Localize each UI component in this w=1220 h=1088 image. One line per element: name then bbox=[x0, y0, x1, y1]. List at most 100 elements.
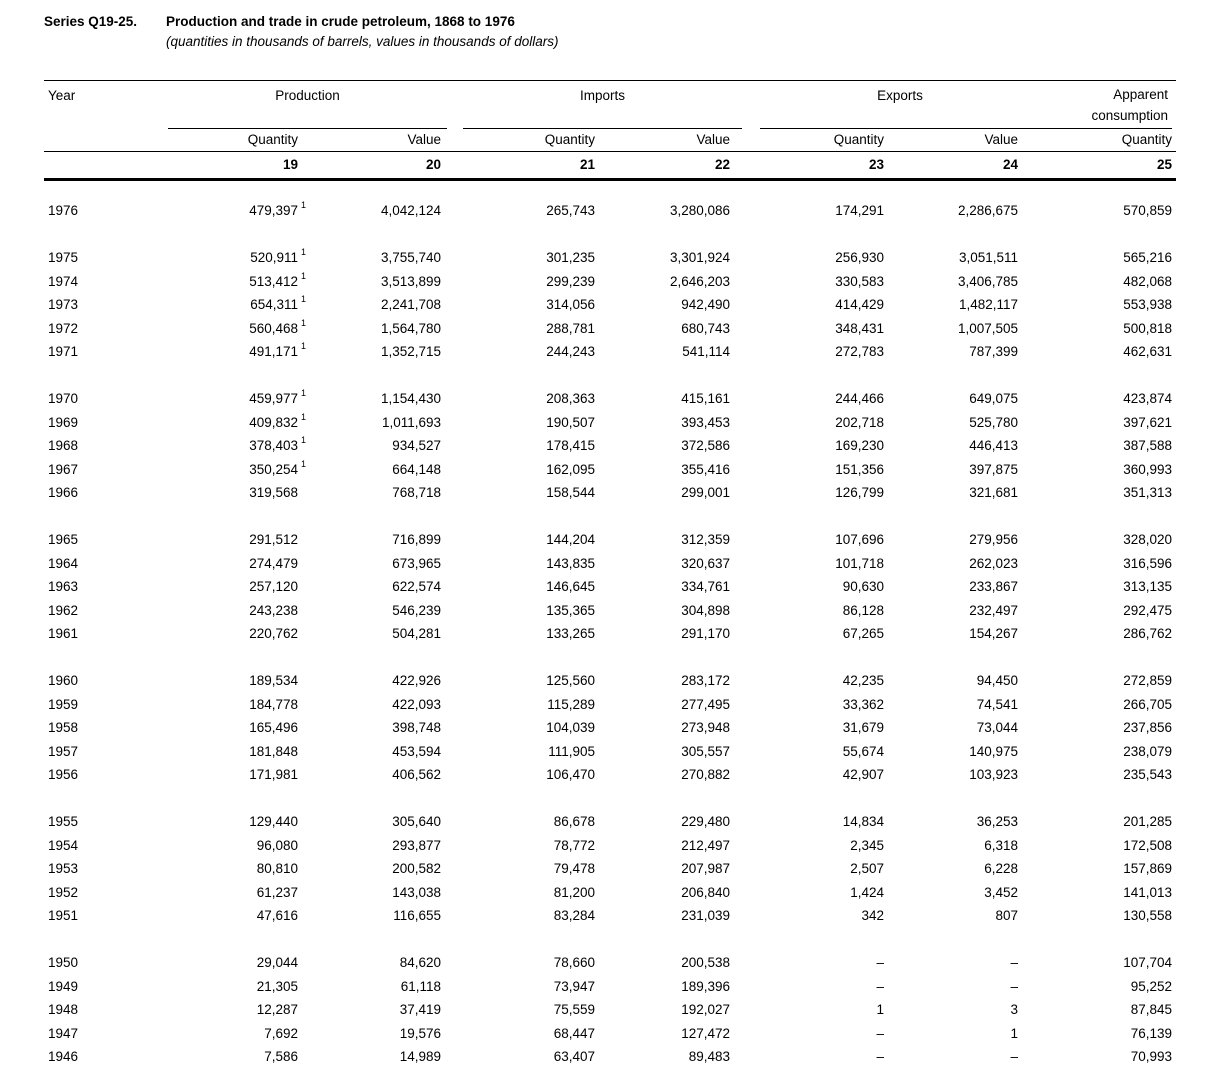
cell-imports-quantity: 178,415 bbox=[546, 438, 595, 453]
cell-production-value: 1,564,780 bbox=[380, 320, 441, 336]
cell-production-quantity: 220,762 bbox=[249, 626, 298, 641]
row-year: 1965 bbox=[48, 532, 79, 547]
cell-apparent-consumption-quantity: 570,859 bbox=[1123, 203, 1172, 218]
cell-production-quantity: 378,403 1 bbox=[249, 435, 307, 454]
cell-imports-quantity: 78,660 bbox=[553, 955, 595, 970]
cell-production-value: 14,989 bbox=[399, 1049, 441, 1064]
sub-header-imports-quantity: Quantity bbox=[544, 132, 595, 147]
cell-apparent-consumption-quantity: 172,508 bbox=[1123, 837, 1172, 853]
table-row: 1951 47,616 116,655 83,284 231,039 342 8… bbox=[44, 904, 1176, 928]
sub-header-spacer bbox=[44, 129, 144, 151]
cell-imports-quantity: 115,289 bbox=[547, 696, 595, 712]
cell-exports-quantity: 272,783 bbox=[835, 344, 884, 359]
row-year: 1964 bbox=[48, 555, 79, 571]
cell-imports-value: 334,761 bbox=[681, 579, 730, 594]
cell-exports-value: 1,482,117 bbox=[958, 297, 1018, 312]
page-subtitle: (quantities in thousands of barrels, val… bbox=[166, 34, 559, 49]
cell-production-quantity: 513,412 1 bbox=[249, 270, 307, 289]
cell-imports-quantity: 288,781 bbox=[546, 320, 595, 336]
cell-imports-quantity: 83,284 bbox=[553, 908, 595, 923]
cell-imports-quantity: 86,678 bbox=[553, 814, 595, 829]
sub-header-imports-value: Value bbox=[696, 132, 730, 147]
row-group-spacer bbox=[44, 364, 1176, 388]
cell-apparent-consumption-quantity: 286,762 bbox=[1123, 626, 1172, 641]
cell-apparent-consumption-quantity: 157,869 bbox=[1123, 861, 1172, 876]
cell-exports-value: 1,007,505 bbox=[957, 320, 1018, 336]
cell-imports-quantity: 208,363 bbox=[546, 391, 595, 406]
cell-apparent-consumption-quantity: 107,704 bbox=[1123, 955, 1172, 970]
cell-imports-quantity: 63,407 bbox=[553, 1049, 595, 1064]
cell-exports-value: 649,075 bbox=[969, 391, 1018, 406]
apparent-line1: Apparent bbox=[1113, 87, 1168, 102]
cell-exports-quantity: 202,718 bbox=[835, 414, 884, 430]
cell-exports-value: 397,875 bbox=[969, 461, 1018, 477]
cell-imports-quantity: 125,560 bbox=[546, 673, 595, 688]
cell-production-value: 406,562 bbox=[392, 767, 441, 782]
cell-imports-value: 372,586 bbox=[681, 438, 730, 453]
cell-imports-value: 231,039 bbox=[681, 908, 730, 923]
cell-exports-quantity: 101,718 bbox=[835, 555, 884, 571]
cell-production-value: 305,640 bbox=[392, 814, 441, 829]
cell-production-value: 934,527 bbox=[392, 438, 441, 453]
col-number-25: 25 bbox=[1156, 157, 1172, 172]
table-row: 1972 560,468 1 1,564,780 288,781 680,743 … bbox=[44, 317, 1176, 341]
cell-apparent-consumption-quantity: 423,874 bbox=[1123, 391, 1172, 406]
cell-imports-quantity: 106,470 bbox=[546, 767, 595, 782]
cell-production-quantity: 409,832 1 bbox=[249, 411, 307, 430]
cell-exports-value: – bbox=[1010, 1049, 1018, 1064]
cell-production-value: 3,755,740 bbox=[380, 250, 441, 265]
col-group-apparent-consumption: Apparent consumption bbox=[1018, 81, 1172, 129]
cell-imports-value: 127,472 bbox=[681, 1025, 730, 1041]
col-number-23: 23 bbox=[868, 157, 884, 172]
cell-imports-value: 207,987 bbox=[681, 861, 730, 876]
cell-imports-quantity: 244,243 bbox=[546, 344, 595, 359]
cell-production-quantity: 291,512 bbox=[249, 532, 298, 547]
cell-imports-quantity: 299,239 bbox=[546, 273, 595, 289]
cell-imports-value: 189,396 bbox=[681, 978, 730, 994]
cell-production-value: 293,877 bbox=[392, 837, 441, 853]
cell-imports-quantity: 144,204 bbox=[546, 532, 595, 547]
cell-apparent-consumption-quantity: 201,285 bbox=[1123, 814, 1172, 829]
table-row: 1976 479,397 1 4,042,124 265,743 3,280,08… bbox=[44, 199, 1176, 223]
cell-exports-quantity: 42,907 bbox=[842, 767, 884, 782]
cell-imports-value: 393,453 bbox=[681, 414, 730, 430]
cell-imports-value: 2,646,203 bbox=[669, 273, 730, 289]
cell-exports-quantity: 151,356 bbox=[835, 461, 884, 477]
table-row: 1967 350,254 1 664,148 162,095 355,416 15… bbox=[44, 458, 1176, 482]
col-number-22: 22 bbox=[714, 157, 730, 172]
row-year: 1959 bbox=[48, 696, 79, 712]
cell-imports-quantity: 135,365 bbox=[546, 602, 595, 618]
cell-exports-value: 6,318 bbox=[984, 837, 1018, 853]
table-row: 1974 513,412 1 3,513,899 299,239 2,646,20… bbox=[44, 270, 1176, 294]
cell-apparent-consumption-quantity: 235,543 bbox=[1123, 767, 1172, 782]
cell-production-value: 422,926 bbox=[392, 673, 441, 688]
cell-exports-quantity: 90,630 bbox=[842, 579, 884, 594]
cell-imports-value: 277,495 bbox=[681, 696, 730, 712]
row-year: 1953 bbox=[48, 861, 79, 876]
cell-production-value: 664,148 bbox=[392, 461, 441, 477]
sub-header-apparent-quantity: Quantity bbox=[1121, 132, 1172, 147]
cell-imports-quantity: 75,559 bbox=[553, 1002, 595, 1017]
cell-exports-value: 446,413 bbox=[969, 438, 1018, 453]
apparent-line2: consumption bbox=[1091, 108, 1168, 123]
sub-header-row: Quantity Value Quantity Value Quantity V… bbox=[44, 129, 1176, 152]
row-year: 1971 bbox=[48, 344, 79, 359]
row-group-spacer bbox=[44, 787, 1176, 811]
cell-production-quantity: 7,586 bbox=[264, 1049, 298, 1064]
cell-production-value: 622,574 bbox=[392, 579, 441, 594]
table-row: 1966 319,568 768,718 158,544 299,001 126… bbox=[44, 481, 1176, 505]
cell-exports-value: 3,406,785 bbox=[957, 273, 1018, 289]
table-row: 1955 129,440 305,640 86,678 229,480 14,8… bbox=[44, 810, 1176, 834]
row-year: 1947 bbox=[48, 1025, 79, 1041]
cell-exports-quantity: 33,362 bbox=[842, 696, 884, 712]
cell-exports-value: 321,681 bbox=[969, 485, 1018, 500]
row-year: 1969 bbox=[48, 414, 79, 430]
cell-production-value: 2,241,708 bbox=[380, 297, 441, 312]
cell-production-value: 19,576 bbox=[399, 1025, 441, 1041]
cell-imports-quantity: 301,235 bbox=[546, 250, 595, 265]
col-number-row: 19 20 21 22 23 24 25 bbox=[44, 152, 1176, 178]
cell-production-quantity: 165,496 bbox=[249, 720, 298, 735]
table-row: 1948 12,287 37,419 75,559 192,027 1 3 87… bbox=[44, 998, 1176, 1022]
cell-imports-value: 229,480 bbox=[681, 814, 730, 829]
cell-exports-quantity: 126,799 bbox=[835, 485, 884, 500]
